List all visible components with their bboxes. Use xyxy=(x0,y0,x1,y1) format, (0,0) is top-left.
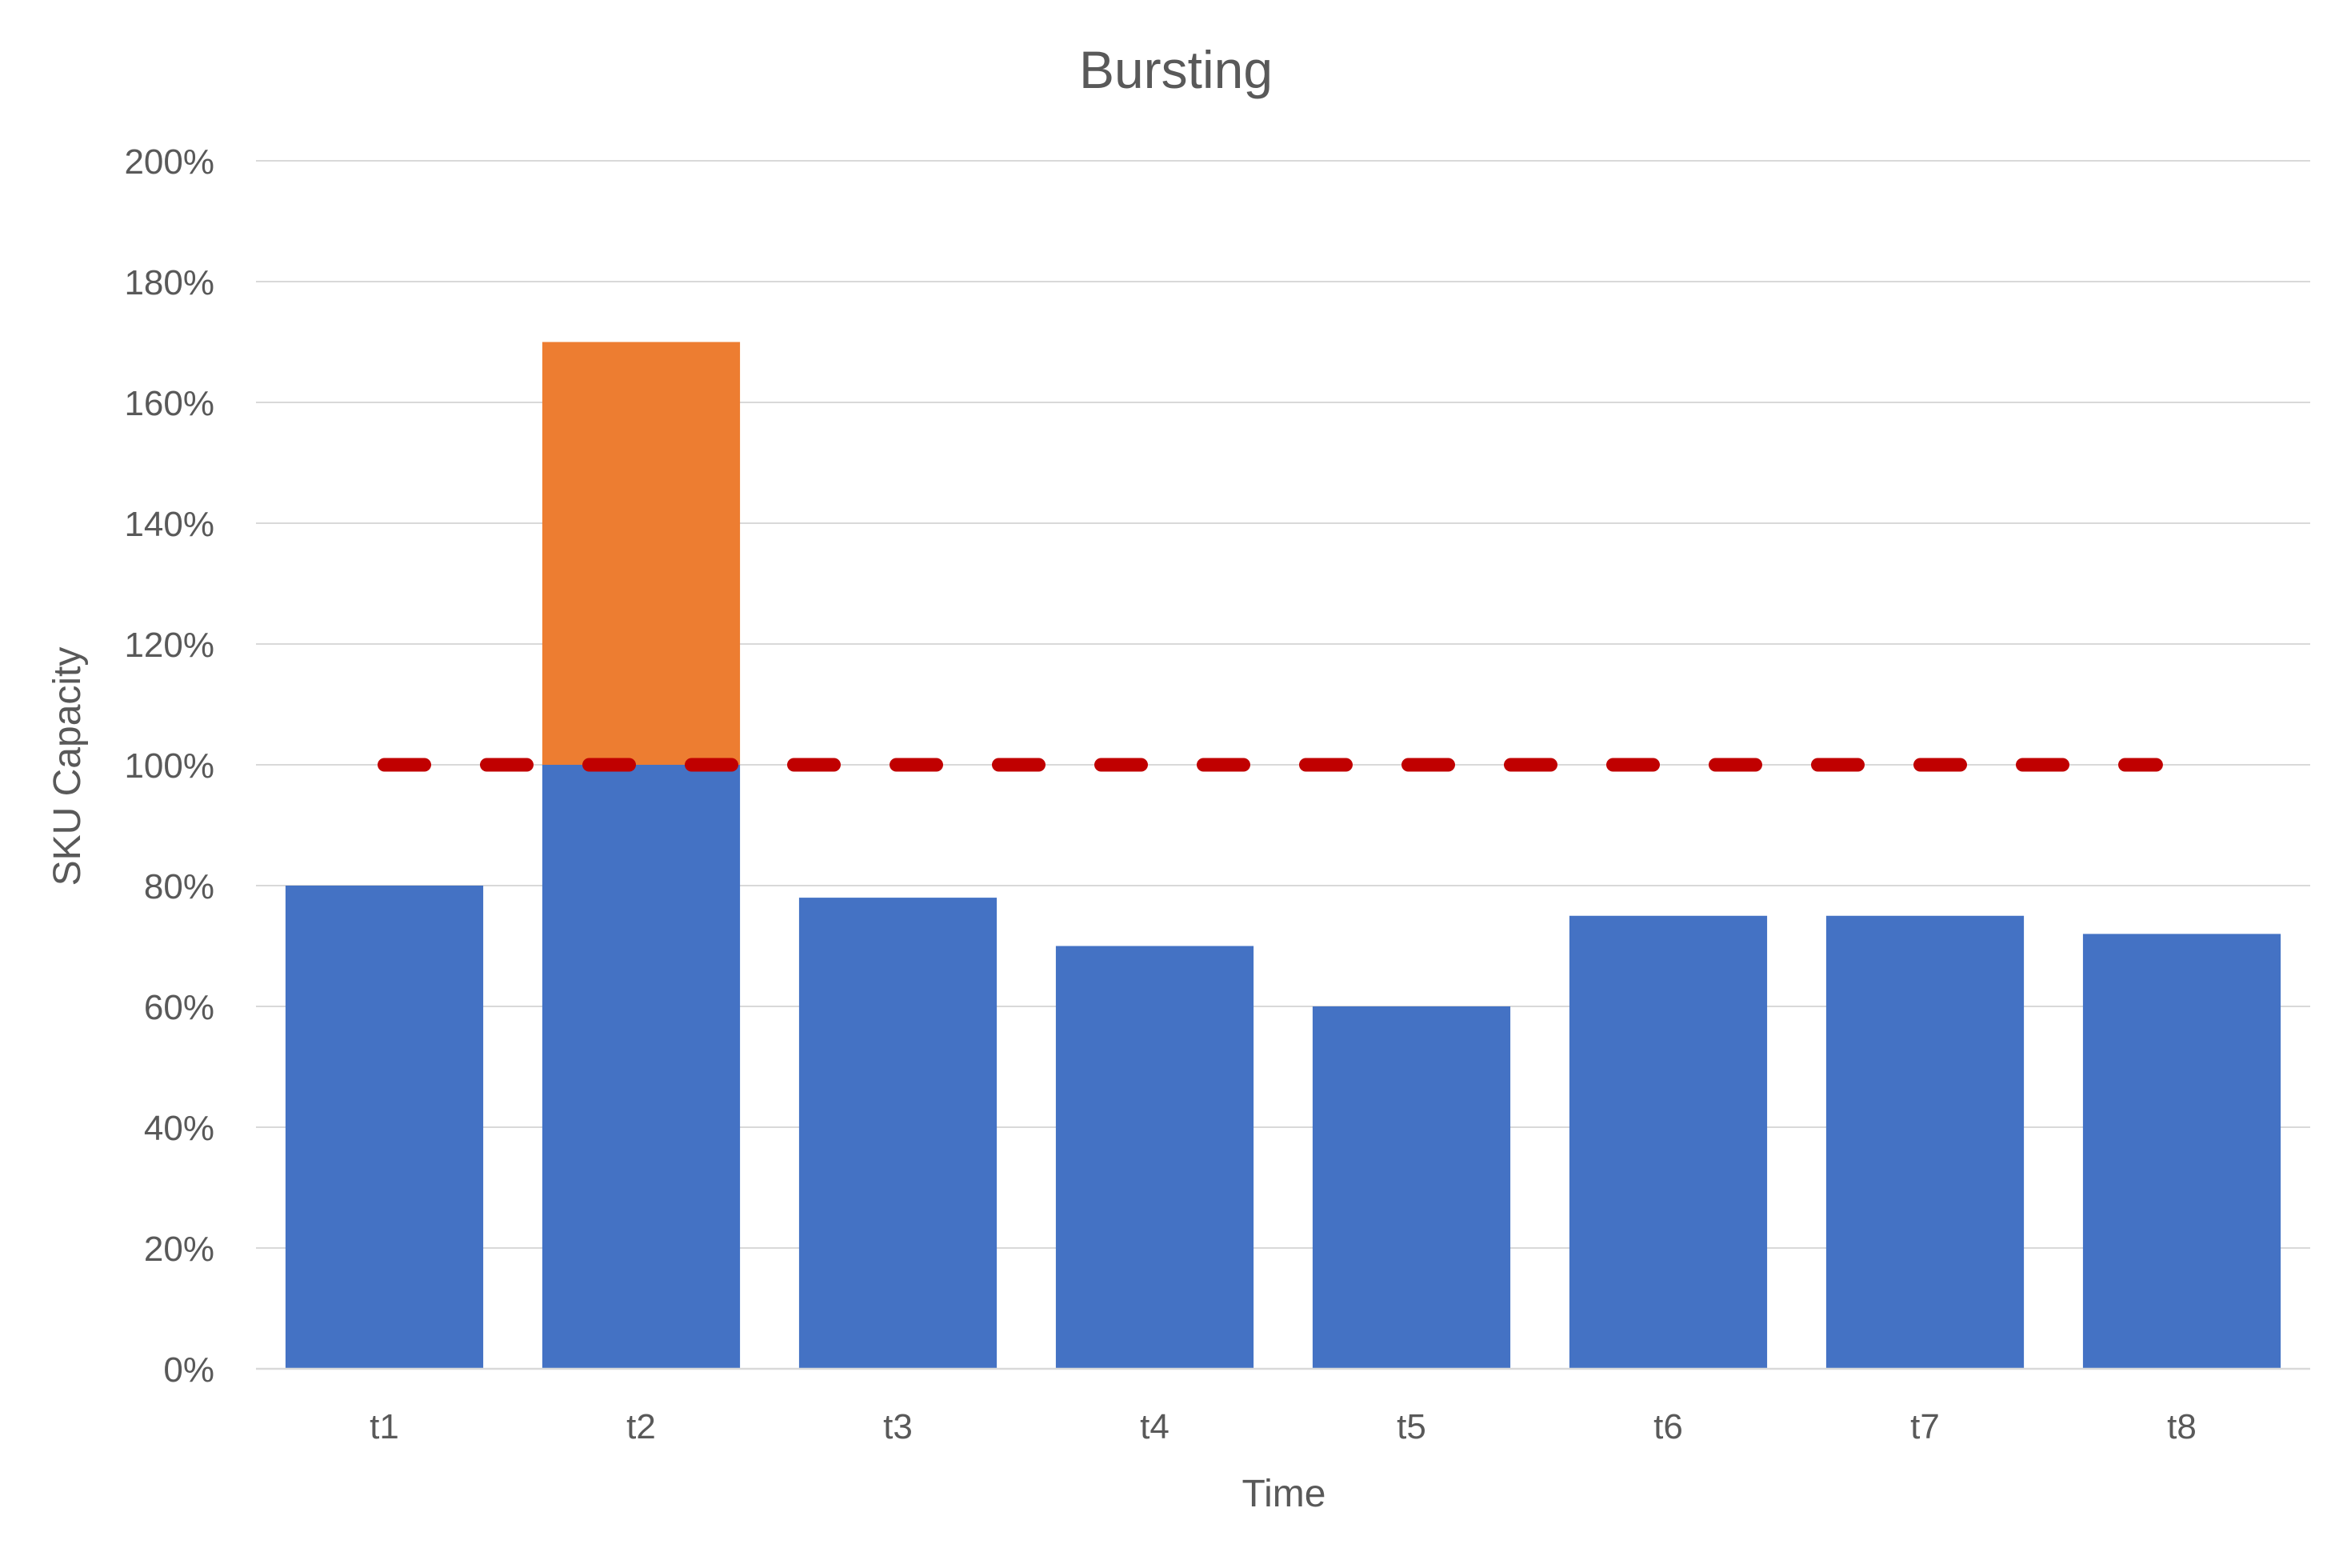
bar-t5-series-1 xyxy=(1312,1006,1511,1369)
x-tick-label: t6 xyxy=(1653,1407,1683,1446)
y-tick-label: 100% xyxy=(124,746,214,786)
y-tick-label: 140% xyxy=(124,505,214,544)
y-tick-label: 40% xyxy=(144,1109,214,1148)
bar-t4-series-1 xyxy=(1055,946,1254,1369)
bars xyxy=(285,342,2281,1369)
x-tick-label: t8 xyxy=(2167,1407,2197,1446)
bar-t1-series-1 xyxy=(285,886,484,1369)
x-tick-label: t4 xyxy=(1140,1407,1170,1446)
y-tick-label: 20% xyxy=(144,1230,214,1269)
x-tick-label: t3 xyxy=(883,1407,913,1446)
x-tick-label: t1 xyxy=(370,1407,399,1446)
y-tick-label: 60% xyxy=(144,988,214,1027)
bar-t3-series-1 xyxy=(798,898,998,1369)
y-tick-label: 120% xyxy=(124,626,214,665)
bar-t2-series-1 xyxy=(542,765,741,1369)
y-tick-label: 180% xyxy=(124,263,214,302)
axes: 0% 20% 40% 60% 80% 100% 120% 140% 160% 180% 200% t1… xyxy=(124,142,2310,1446)
x-tick-label: t2 xyxy=(626,1407,656,1446)
y-tick-label: 200% xyxy=(124,142,214,182)
y-tick-label: 160% xyxy=(124,384,214,423)
bar-t2-series-2 xyxy=(542,342,741,765)
y-tick-label: 80% xyxy=(144,867,214,906)
y-tick-label: 0% xyxy=(163,1350,214,1390)
x-tick-label: t5 xyxy=(1397,1407,1426,1446)
x-tick-label: t7 xyxy=(1910,1407,1940,1446)
bar-t6-series-1 xyxy=(1569,915,1768,1369)
x-axis-title: Time xyxy=(1242,1473,1326,1515)
bar-t8-series-1 xyxy=(2082,934,2281,1369)
y-axis-title: SKU Capacity xyxy=(46,647,89,886)
bar-t7-series-1 xyxy=(1825,915,2025,1369)
chart-title: Bursting xyxy=(1079,40,1273,99)
